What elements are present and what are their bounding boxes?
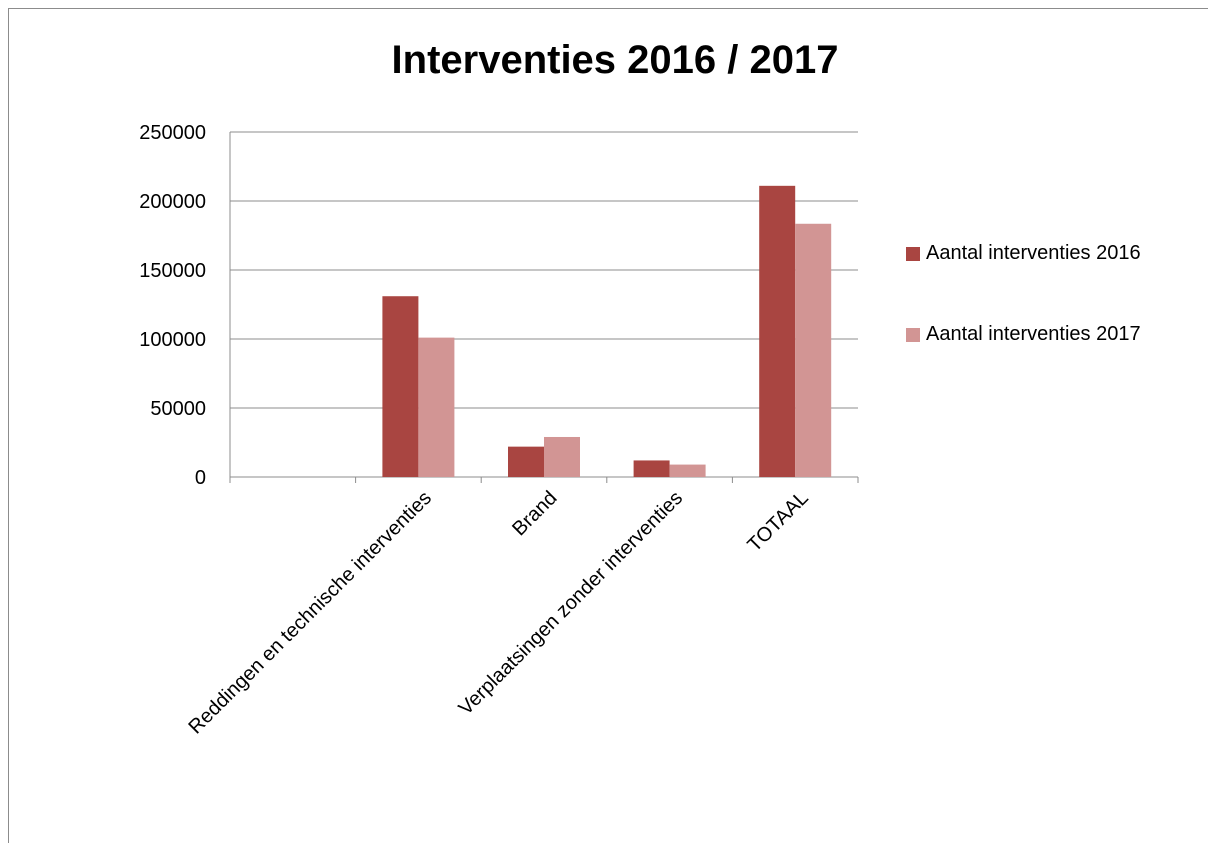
bar-2017 <box>795 223 832 477</box>
y-tick-label: 150000 <box>139 260 206 282</box>
y-tick-label: 100000 <box>139 329 206 351</box>
bar-2017 <box>544 436 580 477</box>
chart-frame <box>8 8 1208 843</box>
y-tick-label: 50000 <box>150 398 206 420</box>
x-category-label: Verplaatsingen zonder interventies <box>455 487 688 720</box>
bar-2016 <box>759 185 796 477</box>
legend-label-2016: Aantal interventies 2016 <box>926 242 1141 264</box>
legend-item-2017: Aantal interventies 2017 <box>906 323 1141 346</box>
legend-label-2017: Aantal interventies 2017 <box>926 323 1141 345</box>
y-tick-label: 250000 <box>139 122 206 144</box>
legend-item-2016: Aantal interventies 2016 <box>906 242 1141 265</box>
bar-2017 <box>418 337 455 477</box>
y-tick-label: 0 <box>195 467 206 489</box>
bar-2017 <box>669 464 706 477</box>
legend-swatch-2017 <box>906 327 920 342</box>
x-category-label: Brand <box>508 487 561 540</box>
x-category-label: Reddingen en technische interventies <box>185 487 436 738</box>
legend-swatch-2016 <box>906 246 920 261</box>
x-category-label: TOTAAL <box>743 487 812 556</box>
bar-2016 <box>508 446 544 477</box>
bar-2016 <box>382 296 419 477</box>
y-tick-label: 200000 <box>139 191 206 213</box>
chart-title: Interventies 2016 / 2017 <box>391 38 839 82</box>
bar-2016 <box>633 460 670 477</box>
